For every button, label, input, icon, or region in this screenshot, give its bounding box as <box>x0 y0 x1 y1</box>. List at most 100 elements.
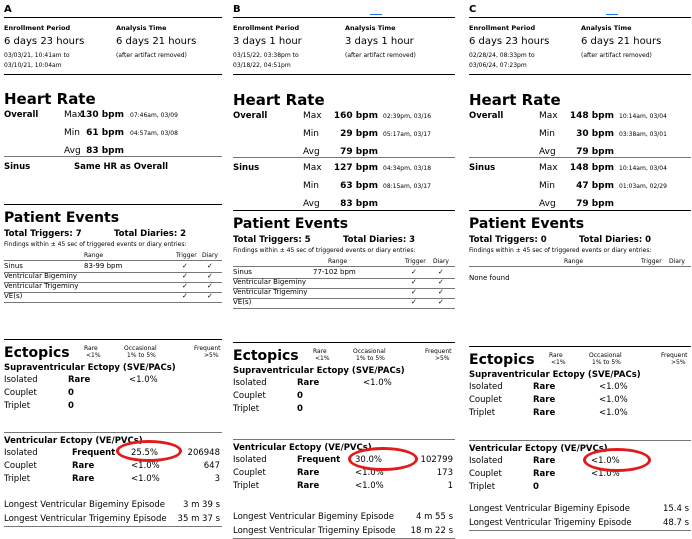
diary-check-icon: ✓ <box>207 262 213 270</box>
overall-label: Overall <box>4 110 39 120</box>
ve-row-label: Isolated <box>469 456 503 466</box>
divider <box>233 17 455 18</box>
bigeminy-value: 3 m 39 s <box>182 500 220 510</box>
diary-check-icon: ✓ <box>207 272 213 280</box>
event-name: VE(s) <box>4 292 23 300</box>
hr-stat-value: 29 bpm <box>340 129 378 139</box>
divider <box>4 204 222 205</box>
legend-rare-pct: <1% <box>86 352 101 359</box>
ve-row-pct: <1.0% <box>131 474 160 484</box>
trigger-check-icon: ✓ <box>411 288 417 296</box>
enrollment-end: 03/18/22, 04:51pm <box>233 62 291 69</box>
analysis-label: Analysis Time <box>116 24 167 32</box>
divider <box>233 74 455 75</box>
total-diaries: Total Diaries: 3 <box>343 235 416 245</box>
heart-rate-title: Heart Rate <box>469 91 561 109</box>
report-panel-c: C Enrollment Period 6 days 23 hours 02/28/2… <box>469 0 691 535</box>
ve-row-class: Rare <box>533 469 556 479</box>
sve-row-label: Couplet <box>469 395 502 405</box>
sve-row-label: Isolated <box>233 378 267 388</box>
divider <box>4 272 222 273</box>
enrollment-end: 03/06/24, 07:23pm <box>469 62 527 69</box>
divider <box>233 210 455 211</box>
sve-row-class: Rare <box>297 378 320 388</box>
sinus-note: Same HR as Overall <box>74 162 169 172</box>
sinus-stat-label: Min <box>539 181 555 191</box>
sve-row-label: Isolated <box>4 375 38 385</box>
ve-row-count: 102799 <box>420 455 453 465</box>
sve-row-label: Couplet <box>233 391 266 401</box>
sinus-stat-label: Max <box>539 163 558 173</box>
divider <box>4 432 222 433</box>
sinus-stat-value: 127 bpm <box>333 163 378 173</box>
event-range: 77-102 bpm <box>313 268 356 276</box>
trigeminy-label: Longest Ventricular Trigeminy Episode <box>4 514 167 524</box>
legend-occasional: Occasional <box>124 345 157 352</box>
diary-check-icon: ✓ <box>438 288 444 296</box>
hr-stat-value: 83 bpm <box>86 146 124 156</box>
event-name: Ventricular Trigeminy <box>4 282 79 290</box>
trigger-check-icon: ✓ <box>182 292 188 300</box>
total-triggers: Total Triggers: 7 <box>4 229 82 239</box>
panel-letter: C <box>469 4 477 15</box>
analysis-value: 6 days 21 hours <box>116 36 197 47</box>
sinus-stat-time: 10:14am, 03/04 <box>619 165 667 172</box>
sve-row-pct: <1.0% <box>599 382 628 392</box>
divider <box>4 260 222 261</box>
sve-row-pct: <1.0% <box>599 395 628 405</box>
legend-frequent: Frequent <box>661 352 688 359</box>
enrollment-value: 6 days 23 hours <box>469 36 550 47</box>
panel-letter: A <box>4 4 12 15</box>
divider <box>469 17 691 18</box>
event-name: VE(s) <box>233 298 252 306</box>
ve-row-label: Triplet <box>469 482 496 492</box>
divider <box>233 278 455 279</box>
enrollment-value: 3 days 1 hour <box>233 36 302 47</box>
report-panel-b: B Enrollment Period 3 days 1 hour 03/15/22,… <box>233 0 455 539</box>
ve-row-count: 206948 <box>187 448 220 458</box>
bigeminy-value: 4 m 55 s <box>415 512 453 522</box>
divider <box>233 298 455 299</box>
legend-occasional-pct: 1% to 5% <box>356 355 385 362</box>
hr-stat-label: Max <box>539 111 558 121</box>
enrollment-label: Enrollment Period <box>233 24 300 32</box>
hr-stat-value: 130 bpm <box>79 110 124 120</box>
divider <box>469 157 691 158</box>
analysis-value: 3 days 1 hour <box>345 36 414 47</box>
hr-stat-label: Avg <box>64 146 81 156</box>
legend-frequent-pct: >5% <box>671 359 686 366</box>
sinus-stat-time: 04:34pm, 03/18 <box>383 165 432 172</box>
ectopics-title: Ectopics <box>4 345 70 361</box>
ve-title: Ventricular Ectopy (VE/PVCs) <box>469 444 608 454</box>
divider <box>233 157 455 158</box>
sve-title: Supraventricular Ectopy (SVE/PACs) <box>233 366 405 376</box>
sinus-stat-label: Avg <box>539 199 556 209</box>
sve-title: Supraventricular Ectopy (SVE/PACs) <box>4 363 176 373</box>
col-diary: Diary <box>669 258 685 265</box>
col-trigger: Trigger <box>641 258 662 265</box>
sve-row-label: Triplet <box>4 401 31 411</box>
trigger-check-icon: ✓ <box>411 278 417 286</box>
analysis-value: 6 days 21 hours <box>581 36 662 47</box>
ve-row-class: Rare <box>533 456 556 466</box>
trigeminy-value: 48.7 s <box>662 518 689 528</box>
divider <box>233 266 455 267</box>
sinus-stat-time: 08:15am, 03/17 <box>383 183 431 190</box>
diary-check-icon: ✓ <box>438 268 444 276</box>
sve-row-class: 0 <box>68 388 74 398</box>
sve-row-class: 0 <box>297 391 303 401</box>
enrollment-label: Enrollment Period <box>469 24 536 32</box>
hr-stat-time: 10:14am, 03/04 <box>619 113 667 120</box>
divider <box>4 302 222 303</box>
patient-events-title: Patient Events <box>469 216 585 232</box>
event-range: 83-99 bpm <box>84 262 123 270</box>
hr-stat-time: 07:46am, 03/09 <box>130 112 178 119</box>
sve-row-label: Triplet <box>233 404 260 414</box>
ve-row-count: 3 <box>214 474 220 484</box>
divider <box>4 282 222 283</box>
sve-row-class: 0 <box>297 404 303 414</box>
ve-row-class: Rare <box>72 461 95 471</box>
sinus-label: Sinus <box>469 163 496 173</box>
hr-stat-label: Max <box>303 111 322 121</box>
diary-check-icon: ✓ <box>438 278 444 286</box>
